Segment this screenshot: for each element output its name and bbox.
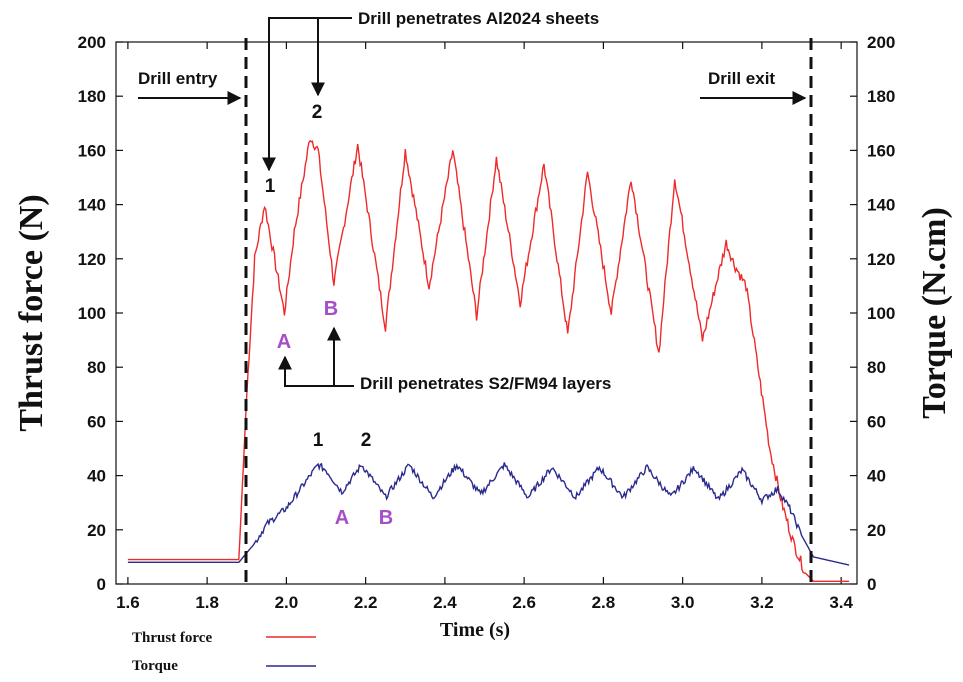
thrust-force-line <box>127 139 850 582</box>
left-y-tick-label: 140 <box>78 196 106 215</box>
thrust-valley-a-label: A <box>277 331 291 353</box>
x-tick-label: 3.4 <box>829 593 853 612</box>
x-tick-label: 2.2 <box>354 593 378 612</box>
left-y-tick-label: 180 <box>78 87 106 106</box>
x-tick-label: 1.6 <box>116 593 140 612</box>
plot-frame <box>115 41 858 585</box>
left-y-axis-ticks: 0 20 40 60 80 100 120 140 160 180 200 <box>78 33 123 594</box>
right-y-tick-label: 60 <box>867 412 886 431</box>
penetrates-layers-bracket <box>278 355 354 387</box>
right-y-tick-label: 100 <box>867 304 895 323</box>
x-tick-label: 1.8 <box>195 593 219 612</box>
x-tick-label: 2.6 <box>512 593 536 612</box>
left-y-tick-label: 100 <box>78 304 106 323</box>
left-y-tick-label: 80 <box>87 358 106 377</box>
torque-valley-a-label: A <box>335 507 349 529</box>
right-y-tick-label: 20 <box>867 521 886 540</box>
penetrates-layers-label: Drill penetrates S2/FM94 layers <box>360 374 611 393</box>
left-y-tick-label: 160 <box>78 141 106 160</box>
right-y-tick-label: 80 <box>867 358 886 377</box>
x-axis-ticks: 1.6 1.8 2.0 2.2 2.4 2.6 2.8 3.0 3.2 3.4 <box>116 42 854 612</box>
left-y-tick-label: 0 <box>97 575 106 594</box>
x-tick-label: 2.4 <box>433 593 457 612</box>
left-y-tick-label: 20 <box>87 521 106 540</box>
right-y-tick-label: 0 <box>867 575 876 594</box>
legend-torque-label: Torque <box>132 658 178 674</box>
right-y-axis-title: Torque (N.cm) <box>916 207 953 419</box>
legend: Thrust force Torque <box>132 630 316 674</box>
right-y-tick-label: 140 <box>867 196 895 215</box>
x-axis-title: Time (s) <box>440 619 510 641</box>
thrust-valley-b-label: B <box>324 298 338 320</box>
torque-line <box>127 462 850 566</box>
right-y-tick-label: 40 <box>867 467 886 486</box>
right-y-tick-label: 180 <box>867 87 895 106</box>
right-y-tick-label: 200 <box>867 33 895 52</box>
right-y-tick-label: 120 <box>867 250 895 269</box>
torque-peak-1-label: 1 <box>313 430 324 451</box>
drill-entry-label: Drill entry <box>138 69 218 88</box>
left-y-tick-label: 40 <box>87 467 106 486</box>
drill-exit-label: Drill exit <box>708 69 775 88</box>
penetrates-sheets-label: Drill penetrates Al2024 sheets <box>358 9 599 28</box>
right-y-axis-ticks: 0 20 40 60 80 100 120 140 160 180 200 <box>850 33 895 594</box>
x-tick-label: 3.2 <box>750 593 774 612</box>
left-y-tick-label: 200 <box>78 33 106 52</box>
x-tick-label: 2.8 <box>592 593 616 612</box>
torque-peak-2-label: 2 <box>361 430 372 451</box>
right-y-tick-label: 160 <box>867 141 895 160</box>
penetrates-sheets-bracket <box>262 17 352 172</box>
x-tick-label: 2.0 <box>275 593 299 612</box>
left-y-tick-label: 120 <box>78 250 106 269</box>
left-y-axis-title: Thrust force (N) <box>13 194 50 431</box>
x-tick-label: 3.0 <box>671 593 695 612</box>
legend-thrust-label: Thrust force <box>132 630 212 646</box>
thrust-peak-1-label: 1 <box>265 176 276 197</box>
left-y-tick-label: 60 <box>87 412 106 431</box>
torque-valley-b-label: B <box>379 507 393 529</box>
thrust-peak-2-label: 2 <box>312 102 323 123</box>
